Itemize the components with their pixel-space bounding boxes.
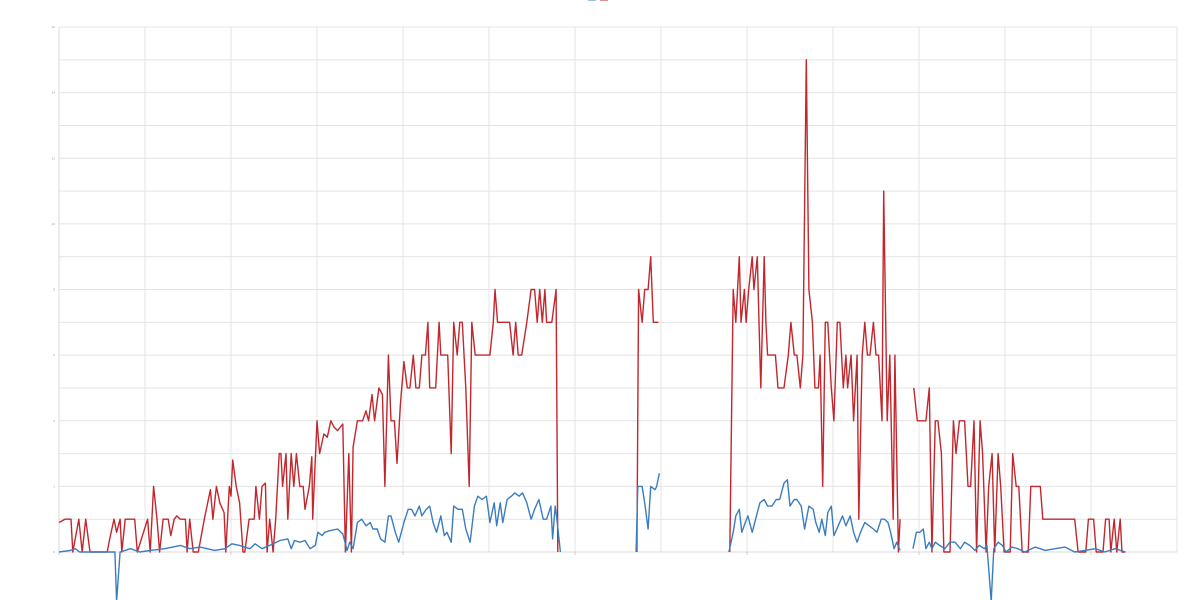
legend-swatch [588,0,596,1]
y-tick-label: 12 [52,156,56,160]
y-tick-label: 8 [53,288,55,292]
legend-swatch [600,0,608,1]
y-tick-label: 0 [53,550,55,554]
y-tick-label: 16 [52,25,56,29]
series-line-1 [58,473,1126,600]
y-tick-label: 2 [53,484,55,488]
y-tick-label: 6 [53,353,55,357]
legend-entry-red [600,0,608,1]
y-tick-label: 4 [53,419,55,423]
series-line-0 [58,59,1126,553]
legend [588,0,608,1]
grid [58,26,1178,553]
series-lines [58,59,1126,600]
legend-entry-blue [588,0,596,1]
y-tick-label: 14 [52,91,56,95]
y-tick-label: 10 [52,222,56,226]
tick-labels: 0 2 4 6 8 10 12 14 16 [52,25,1092,555]
